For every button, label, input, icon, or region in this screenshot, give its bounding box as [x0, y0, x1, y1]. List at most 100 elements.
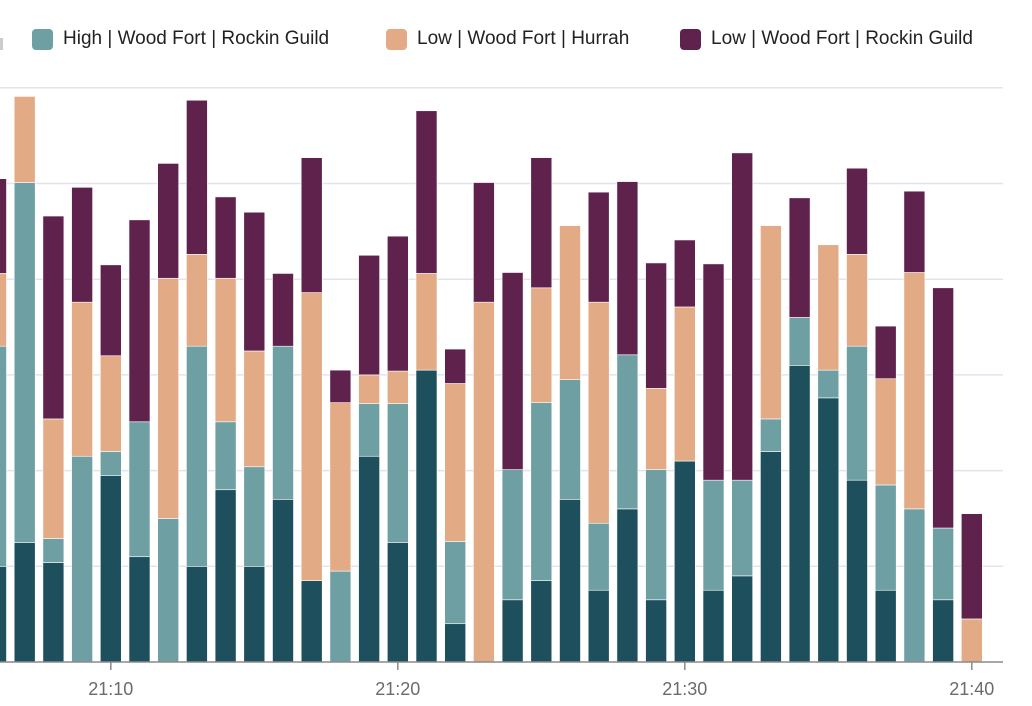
- bar-segment-21:30-s3: [673, 239, 696, 308]
- bar-segment-21:39-s1: [932, 527, 954, 601]
- bar-segment-21:10-s3: [100, 264, 122, 357]
- bar-segment-21:34-s3: [788, 197, 811, 318]
- bar-segment-21:25-s1: [530, 402, 553, 581]
- bar-segment-21:25-s0: [530, 580, 553, 663]
- bar-segment-21:26-s2: [559, 225, 581, 380]
- bar-segment-21:08-s1: [42, 538, 65, 563]
- bar-segment-21:21-s3: [415, 110, 438, 274]
- bar-segment-21:27-s0: [587, 589, 610, 663]
- bar-segment-21:35-s0: [817, 397, 840, 663]
- bar-segment-21:33-s0: [760, 451, 782, 663]
- legend-swatch: [386, 28, 407, 50]
- bar-segment-21:28-s0: [616, 508, 639, 663]
- bar-segment-21:22-s1: [444, 541, 467, 625]
- bar-segment-21:31-s3: [702, 263, 725, 481]
- bar-segment-21:34-s1: [788, 317, 811, 366]
- bar-segment-21:29-s1: [645, 469, 667, 601]
- bar-segment-21:23-s2: [473, 301, 495, 663]
- bar-segment-21:24-s0: [501, 599, 524, 663]
- bar-segment-21:30-s2: [673, 306, 696, 462]
- bar-segment-21:08-s2: [42, 418, 65, 539]
- legend-item[interactable]: Low | Wood Fort | Rockin Guild: [680, 28, 973, 50]
- bar-segment-21:38-s3: [903, 190, 926, 273]
- bar-segment-21:14-s0: [214, 489, 237, 663]
- bar-segment-21:19-s0: [358, 455, 380, 663]
- legend-item-cut-off: [0, 38, 3, 50]
- bar-segment-21:14-s2: [214, 277, 237, 423]
- bar-segment-21:19-s3: [358, 254, 380, 376]
- bar-segment-21:18-s1: [329, 570, 352, 663]
- bar-segment-21:12-s3: [157, 163, 179, 279]
- bar-segment-21:20-s3: [386, 235, 409, 372]
- bar-segment-21:08-s0: [42, 562, 65, 663]
- bar-segment-21:25-s3: [530, 157, 553, 289]
- bar-segment-21:33-s1: [760, 418, 782, 452]
- bar-segment-21:11-s1: [128, 421, 151, 558]
- bar-segment-21:12-s1: [157, 518, 179, 663]
- bar-segment-21:13-s3: [186, 99, 208, 255]
- bar-segment-21:20-s0: [386, 542, 409, 663]
- bar-segment-21:37-s2: [874, 378, 897, 486]
- bar-segment-21:38-s2: [903, 272, 926, 510]
- legend-item[interactable]: High | Wood Fort | Rockin Guild: [32, 28, 329, 50]
- bar-segment-21:07-s2: [13, 96, 36, 183]
- bar-segment-21:16-s3: [272, 273, 294, 347]
- bar-segment-21:06-s1: [0, 345, 7, 567]
- bar-segment-21:28-s1: [616, 354, 639, 510]
- legend-label: High | Wood Fort | Rockin Guild: [63, 28, 330, 49]
- bar-segment-21:39-s3: [932, 287, 954, 529]
- bar-segment-21:13-s1: [186, 345, 208, 567]
- bar-segment-21:14-s1: [214, 421, 237, 491]
- legend-swatch: [680, 28, 701, 50]
- bar-segment-21:17-s0: [300, 580, 323, 663]
- x-tick-label: 21:10: [88, 679, 133, 699]
- bar-segment-21:27-s2: [587, 301, 610, 524]
- bar-segment-21:20-s2: [386, 370, 409, 404]
- bar-segment-21:40-s3: [960, 513, 983, 620]
- bar-segment-21:37-s0: [874, 589, 897, 663]
- legend: High | Wood Fort | Rockin Guild Low | Woo…: [0, 28, 1032, 58]
- bar-segment-21:17-s3: [300, 157, 323, 293]
- bar-segment-21:31-s0: [702, 589, 725, 663]
- bar-segment-21:30-s0: [673, 460, 696, 663]
- bar-segment-21:18-s2: [329, 402, 352, 572]
- bar-segment-21:24-s3: [501, 272, 524, 470]
- x-tick-label: 21:40: [949, 679, 994, 699]
- bar-segment-21:15-s3: [243, 211, 266, 352]
- bar-segment-21:25-s2: [530, 287, 553, 403]
- legend-label: Low | Wood Fort | Rockin Guild: [711, 28, 973, 49]
- bar-segment-21:18-s3: [329, 369, 352, 403]
- bar-segment-21:12-s2: [157, 277, 179, 519]
- x-tick-label: 21:20: [375, 679, 420, 699]
- bar-segment-21:29-s2: [645, 387, 667, 470]
- bar-segment-21:22-s0: [444, 623, 467, 663]
- bar-segment-21:14-s3: [214, 196, 237, 279]
- legend-label: Low | Wood Fort | Hurrah: [417, 28, 630, 49]
- bar-segment-21:10-s0: [100, 475, 122, 663]
- bar-segment-21:15-s2: [243, 350, 266, 468]
- bar-segment-21:16-s1: [272, 345, 294, 500]
- bar-segment-21:27-s3: [587, 191, 610, 303]
- bar-segment-21:26-s1: [559, 379, 581, 500]
- bar-segment-21:35-s1: [817, 369, 840, 399]
- bar-segment-21:24-s1: [501, 469, 524, 601]
- bar-segment-21:37-s3: [874, 325, 897, 380]
- bar-segment-21:16-s0: [272, 499, 294, 663]
- bar-segment-21:32-s0: [731, 575, 754, 663]
- bar-segment-21:21-s2: [415, 273, 438, 371]
- bar-segment-21:13-s0: [186, 565, 208, 663]
- bar-segment-21:38-s1: [903, 508, 926, 663]
- bar-segment-21:28-s3: [616, 181, 639, 356]
- bar-segment-21:36-s2: [846, 254, 868, 347]
- bar-segment-21:09-s2: [71, 301, 93, 457]
- bar-segment-21:06-s0: [0, 565, 7, 663]
- bar-segment-21:33-s2: [760, 225, 782, 420]
- bar-segment-21:39-s0: [932, 599, 954, 663]
- bar-segment-21:22-s2: [444, 383, 467, 542]
- bar-segment-21:21-s0: [415, 369, 438, 663]
- legend-item[interactable]: Low | Wood Fort | Hurrah: [386, 28, 629, 50]
- bar-segment-21:26-s0: [559, 499, 581, 663]
- bar-segment-21:29-s0: [645, 599, 667, 663]
- bar-segment-21:11-s0: [128, 556, 151, 663]
